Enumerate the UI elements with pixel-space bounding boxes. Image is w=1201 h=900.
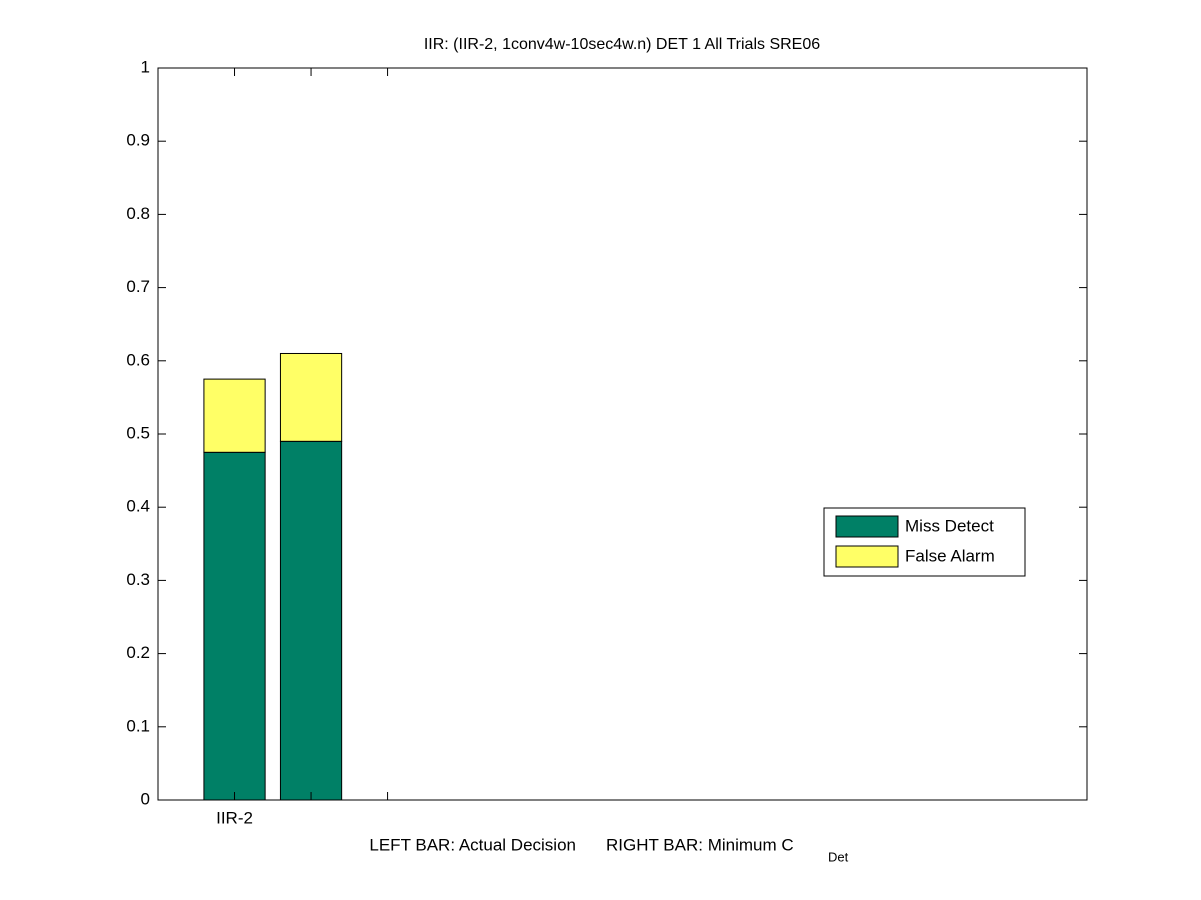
legend-swatch (835, 545, 899, 568)
bar-segment (279, 352, 343, 442)
y-tick-label: 0 (141, 789, 150, 808)
x-axis-label: LEFT BAR: Actual Decision (369, 835, 576, 854)
plot-frame (157, 67, 1088, 801)
y-tick-label: 0.6 (126, 350, 150, 369)
bar-segment (279, 440, 343, 801)
bar-segment (203, 378, 266, 453)
y-tick-label: 0.1 (126, 716, 150, 735)
legend-label: Miss Detect (905, 516, 994, 535)
y-tick-label: 0.5 (126, 423, 150, 442)
y-tick-label: 1 (141, 57, 150, 76)
x-axis-label-subscript: Det (828, 849, 849, 864)
legend-label: False Alarm (905, 546, 995, 565)
x-axis-label: RIGHT BAR: Minimum C (606, 835, 794, 854)
chart-title: IIR: (IIR-2, 1conv4w-10sec4w.n) DET 1 Al… (424, 36, 820, 53)
y-tick-label: 0.7 (126, 277, 150, 296)
x-tick-label: IIR-2 (216, 808, 253, 827)
y-tick-label: 0.4 (126, 497, 150, 516)
legend-swatch (835, 515, 899, 538)
y-tick-label: 0.9 (126, 131, 150, 150)
bar-segment (203, 451, 266, 801)
y-tick-label: 0.3 (126, 570, 150, 589)
y-tick-label: 0.8 (126, 204, 150, 223)
y-tick-label: 0.2 (126, 643, 150, 662)
